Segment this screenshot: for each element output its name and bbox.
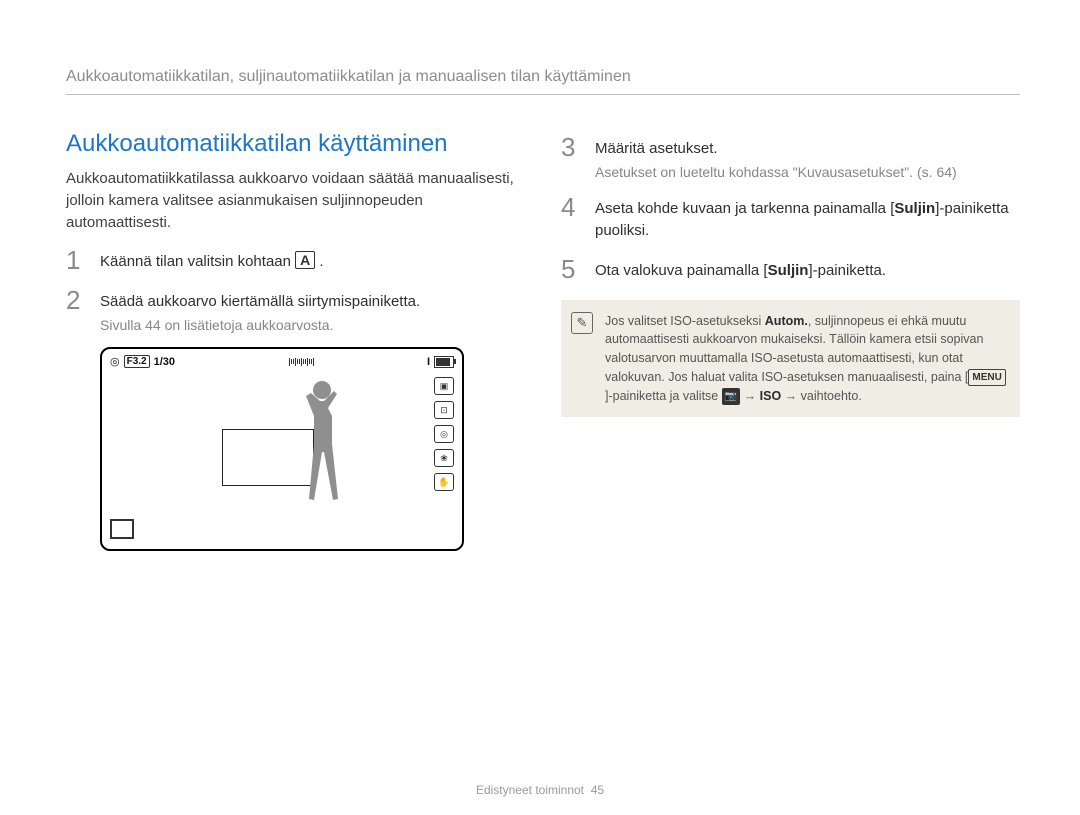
step-2: 2 Säädä aukkoarvo kiertämällä siirtymisp… [66,287,525,313]
right-column: 3 Määritä asetukset. Asetukset on luetel… [561,120,1020,551]
quality-icon: ▣ [434,377,454,395]
camera-tab-icon: 📷 [722,388,740,405]
footer-section: Edistyneet toiminnot [476,783,584,797]
step-text: Ota valokuva painamalla [Suljin]-painike… [595,256,886,282]
shutter-label: Suljin [768,262,809,279]
lcd-right-icons: ▣ ⊡ ◎ ❀ ✋ [434,377,454,491]
page-footer: Edistyneet toiminnot 45 [0,783,1080,797]
target-icon: ◎ [110,355,120,368]
content: Aukkoautomatiikkatilan käyttäminen Aukko… [66,120,1020,551]
step-number: 1 [66,247,88,273]
step-text: Määritä asetukset. [595,134,718,160]
note-autom: Autom. [765,314,808,328]
step-number: 3 [561,134,583,160]
shutter-label: Suljin [894,200,935,217]
step-4-pre: Aseta kohde kuvaan ja tarkenna painamall… [595,200,894,217]
person-silhouette-icon [292,377,352,537]
step-3: 3 Määritä asetukset. [561,134,1020,160]
step-text: Käännä tilan valitsin kohtaan A . [100,247,324,273]
note-text-a: Jos valitset ISO-asetukseksi [605,314,765,328]
step-4: 4 Aseta kohde kuvaan ja tarkenna painama… [561,194,1020,242]
step-5-pre: Ota valokuva painamalla [ [595,262,768,279]
step-number: 4 [561,194,583,220]
left-column: Aukkoautomatiikkatilan käyttäminen Aukko… [66,120,525,551]
iso-label: ISO [760,389,782,403]
ev-scale-icon [289,358,314,366]
aperture-readout: F3.2 [124,355,150,368]
note-text-e: vaihtoehto. [801,389,862,403]
page-header: Aukkoautomatiikkatilan, suljinautomatiik… [66,68,1020,95]
step-1: 1 Käännä tilan valitsin kohtaan A . [66,247,525,273]
step-text: Aseta kohde kuvaan ja tarkenna painamall… [595,194,1020,242]
section-title: Aukkoautomatiikkatilan käyttäminen [66,130,525,158]
stabilizer-icon: ✋ [434,473,454,491]
shutter-readout: 1/30 [154,356,175,368]
metering-icon: ◎ [434,425,454,443]
card-icon [110,519,134,539]
note-text-d: ]-painiketta ja valitse [605,389,722,403]
step-2-subtext: Sivulla 44 on lisätietoja aukkoarvosta. [100,317,525,333]
note-icon: ✎ [571,312,593,334]
step-5-post: ]-painiketta. [808,262,886,279]
note-box: ✎ Jos valitset ISO-asetukseksi Autom., s… [561,300,1020,418]
intro-paragraph: Aukkoautomatiikkatilassa aukkoarvo voida… [66,168,525,233]
step-number: 2 [66,287,88,313]
step-1-text: Käännä tilan valitsin kohtaan [100,253,295,270]
frame-count: I [427,356,430,368]
battery-icon [434,356,454,368]
menu-button-icon: MENU [968,369,1005,386]
step-3-subtext: Asetukset on lueteltu kohdassa "Kuvausas… [595,164,1020,180]
footer-page-number: 45 [591,783,604,797]
step-5: 5 Ota valokuva painamalla [Suljin]-paini… [561,256,1020,282]
flash-icon: ❀ [434,449,454,467]
mode-dial-a-icon: A [295,251,315,269]
camera-lcd-illustration: ◎ F3.2 1/30 I ▣ ⊡ ◎ ❀ ✋ [100,347,464,551]
step-number: 5 [561,256,583,282]
arrow-1: → [740,389,759,403]
arrow-2: → [781,389,800,403]
lcd-top-row: ◎ F3.2 1/30 I [110,355,454,368]
step-text: Säädä aukkoarvo kiertämällä siirtymispai… [100,287,420,313]
size-icon: ⊡ [434,401,454,419]
